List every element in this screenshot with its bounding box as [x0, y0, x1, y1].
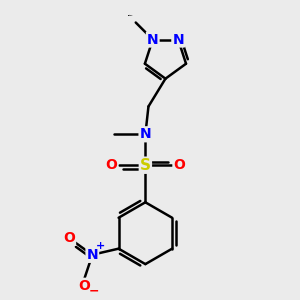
- Text: −: −: [88, 285, 99, 298]
- Text: O: O: [79, 279, 91, 293]
- Text: O: O: [63, 231, 75, 245]
- Text: N: N: [140, 127, 151, 141]
- Text: N: N: [86, 248, 98, 262]
- Text: methyl: methyl: [128, 15, 133, 16]
- Text: O: O: [105, 158, 117, 172]
- Text: O: O: [173, 158, 185, 172]
- Text: S: S: [140, 158, 151, 173]
- Text: N: N: [147, 32, 158, 46]
- Text: +: +: [96, 241, 106, 251]
- Text: N: N: [172, 32, 184, 46]
